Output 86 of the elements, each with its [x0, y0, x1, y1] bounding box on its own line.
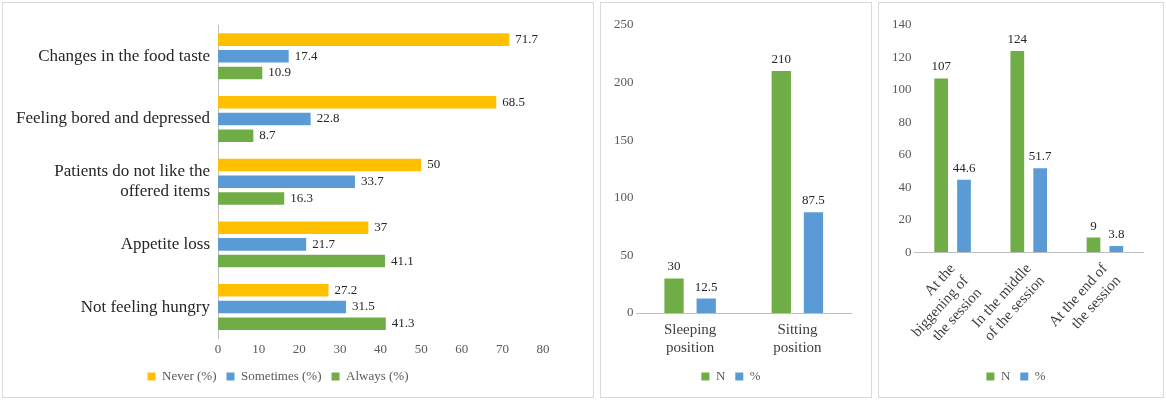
bar	[664, 278, 684, 313]
data-label: 31.5	[351, 298, 375, 314]
bar	[218, 221, 369, 234]
data-label: 17.4	[294, 47, 318, 63]
data-label: 16.3	[290, 189, 313, 205]
y-tick-label: Patients do not like the offered items	[54, 160, 211, 201]
y-tick-label: Feeling bored and depressed	[15, 108, 211, 128]
bar	[803, 212, 824, 313]
data-label: 37	[374, 219, 388, 235]
bar	[218, 284, 329, 297]
bar	[218, 33, 510, 46]
bar	[1010, 50, 1025, 253]
y-tick-label: Appetite loss	[120, 233, 211, 253]
x-tick-label: 10	[252, 340, 266, 356]
data-label: 50	[427, 156, 441, 172]
legend-label: Never (%)	[162, 367, 217, 383]
data-label: 12.5	[694, 278, 718, 294]
legend-label: %	[749, 367, 761, 383]
y-tick-label: 60	[898, 146, 912, 162]
y-tick-label: 0	[905, 243, 912, 259]
bar	[218, 158, 422, 172]
legend-label: N	[715, 367, 726, 383]
data-label: 41.3	[391, 315, 415, 331]
legend-label: N	[1000, 367, 1011, 383]
data-label: 107	[931, 58, 952, 74]
y-tick-label: 80	[898, 113, 912, 129]
bar	[218, 317, 386, 331]
bar	[218, 66, 263, 80]
data-label: 10.9	[268, 64, 292, 80]
data-label: 27.2	[334, 281, 358, 297]
y-tick-label: 0	[627, 304, 634, 320]
y-tick-label: 40	[898, 178, 912, 194]
y-tick-label: 100	[892, 81, 912, 97]
data-label: 41.1	[390, 252, 414, 268]
x-tick-label: Sleeping position	[663, 320, 717, 355]
y-tick-label: 150	[614, 131, 634, 147]
x-tick-label: 40	[374, 340, 388, 356]
x-tick-label: 30	[333, 340, 347, 356]
data-label: 51.7	[1028, 148, 1053, 164]
x-tick-label: 0	[214, 340, 222, 356]
y-tick-label: Not feeling hungry	[80, 296, 211, 316]
bar	[218, 254, 385, 268]
bar	[1033, 168, 1048, 253]
bar	[957, 179, 971, 253]
x-tick-label: 70	[495, 340, 509, 356]
x-tick-label: 80	[536, 340, 550, 356]
legend-label: Always (%)	[346, 367, 409, 383]
x-tick-label: Sitting position	[773, 320, 823, 355]
data-label: 21.7	[312, 235, 336, 251]
bar	[218, 112, 311, 126]
bar	[696, 298, 716, 313]
y-tick-label: 120	[892, 48, 912, 64]
y-tick-label: 140	[892, 16, 912, 32]
bar	[218, 300, 346, 314]
data-label: 33.7	[360, 173, 385, 189]
legend-label: Sometimes (%)	[241, 367, 322, 383]
legend-label: %	[1034, 367, 1046, 383]
data-label: 9	[1090, 217, 1097, 233]
data-label: 87.5	[802, 192, 825, 208]
data-label: 71.7	[515, 31, 539, 47]
data-label: 210	[771, 51, 792, 66]
data-label: 44.6	[952, 159, 976, 175]
bar	[218, 175, 355, 188]
bar	[218, 238, 307, 251]
y-tick-label: 200	[614, 74, 634, 90]
x-tick-label: 60	[455, 340, 469, 356]
data-label: 68.5	[502, 93, 526, 109]
data-label: 8.7	[259, 127, 277, 143]
y-tick-label: 50	[620, 246, 634, 262]
bar	[771, 71, 791, 313]
x-tick-label: 50	[414, 340, 428, 356]
data-label: 22.8	[316, 110, 340, 126]
bar	[1109, 246, 1124, 253]
y-tick-label: 100	[614, 189, 634, 205]
bar	[1086, 237, 1101, 253]
data-label: 3.8	[1108, 225, 1125, 241]
data-label: 124	[1007, 30, 1028, 46]
y-tick-label: 20	[898, 211, 912, 227]
bar	[218, 192, 285, 205]
bar	[218, 96, 497, 109]
y-tick-label: 250	[614, 16, 634, 32]
y-tick-label: Changes in the food taste	[38, 45, 211, 65]
bar	[218, 50, 289, 63]
bar	[218, 129, 254, 142]
bar	[934, 78, 949, 253]
x-tick-label: 20	[292, 340, 306, 356]
